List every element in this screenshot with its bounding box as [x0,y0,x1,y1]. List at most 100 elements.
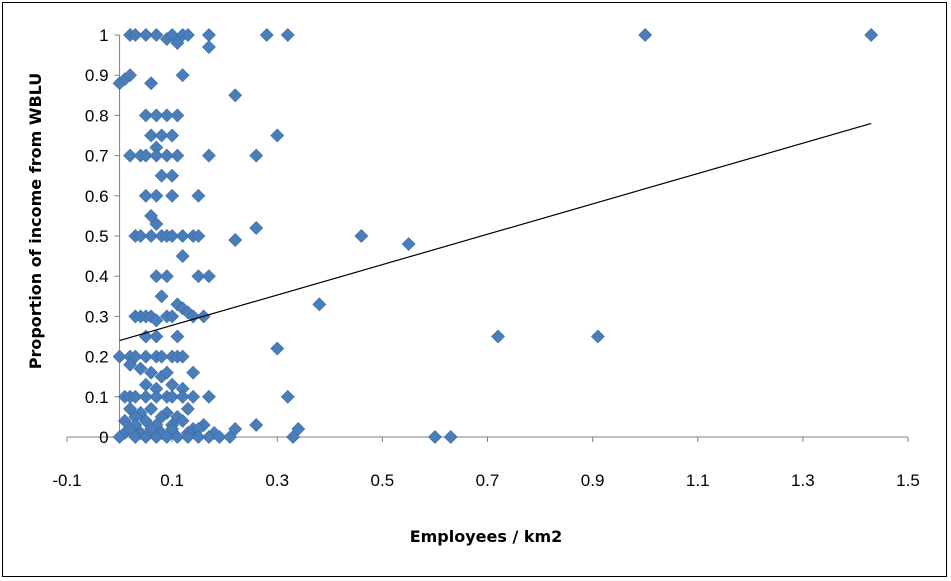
data-point [401,237,416,251]
data-point [123,148,137,163]
data-point [112,430,127,444]
data-point [228,233,243,247]
data-point [154,128,169,143]
data-point [180,430,195,444]
data-point [191,269,206,284]
data-point [165,389,180,404]
data-point [133,229,148,243]
trendline [119,122,872,342]
y-tick-label: 0.9 [85,66,109,85]
data-point [165,309,180,324]
x-tick-label: 1.3 [791,471,815,490]
data-point [170,148,185,163]
x-tick-label: 1.5 [896,471,920,490]
data-point [249,418,264,432]
data-point [170,108,185,123]
data-point [149,148,164,163]
data-point [491,329,505,344]
x-tick-label: 0.5 [371,471,395,490]
data-point [201,389,216,404]
data-point [133,361,148,376]
data-point [165,128,180,143]
data-point [170,329,185,344]
data-point [191,188,206,203]
data-point [270,128,285,143]
data-point [154,289,169,304]
data-point [149,108,164,123]
tick-labels: 0 0.1 0.2 0.3 0.4 0.5 0.6 0.7 0.8 0.9 1 -0.1 0.1 0.3 0… [52,26,919,490]
data-point [212,430,227,444]
data-point [175,349,190,364]
data-point [175,229,190,243]
data-point [144,365,159,380]
data-point [186,365,201,380]
data-point [228,88,243,103]
data-point [112,349,127,364]
data-point [201,28,216,42]
data-point [175,68,190,83]
data-point [186,389,201,404]
data-points [112,28,879,444]
data-point [249,221,264,235]
data-point [138,349,153,364]
data-point [138,188,153,203]
data-point [159,430,174,444]
y-tick-label: 0.5 [85,227,109,246]
data-point [149,389,164,404]
data-point [201,40,216,54]
data-point [191,430,206,444]
trendline-layer [119,122,872,342]
y-tick-label: 0.8 [85,106,109,125]
data-point [354,229,369,243]
y-tick-label: 0.1 [85,388,109,407]
data-point [590,329,605,344]
data-point [165,168,180,183]
x-tick-label: 0.3 [265,471,289,490]
x-tick-label: 0.1 [160,471,184,490]
data-point [180,401,195,416]
data-point [149,313,164,328]
data-point [159,108,174,123]
y-tick-label: 1 [99,26,108,45]
data-point [180,28,195,42]
data-point [138,28,153,42]
data-point [149,269,164,284]
data-point [201,430,216,444]
data-point [165,188,180,203]
data-point [864,28,879,42]
data-point [138,108,153,123]
data-point [249,148,264,163]
data-point [149,430,164,444]
x-tick-label: 0.7 [476,471,500,490]
data-point [123,68,137,83]
data-point [144,401,159,416]
data-point [428,430,442,444]
data-point [280,389,295,404]
data-point [128,28,143,42]
data-point [175,413,190,428]
data-point [138,389,153,404]
data-point [638,28,653,42]
y-tick-label: 0.3 [85,307,109,326]
data-point [149,28,164,42]
data-point [128,430,143,444]
data-point [149,188,164,203]
data-point [223,430,237,444]
data-point [165,229,180,243]
data-point [149,217,164,231]
data-point [159,365,174,380]
data-point [138,148,153,163]
data-point [149,329,164,344]
x-axis-title: Employees / km2 [410,527,563,546]
y-tick-label: 0.2 [85,348,109,367]
data-point [144,229,159,243]
data-point [128,389,143,404]
data-point [144,76,159,91]
data-point [286,430,300,444]
data-point [170,430,185,444]
data-point [159,148,174,163]
y-tick-label: 0.7 [85,147,109,166]
data-point [144,128,159,143]
data-point [280,28,295,42]
